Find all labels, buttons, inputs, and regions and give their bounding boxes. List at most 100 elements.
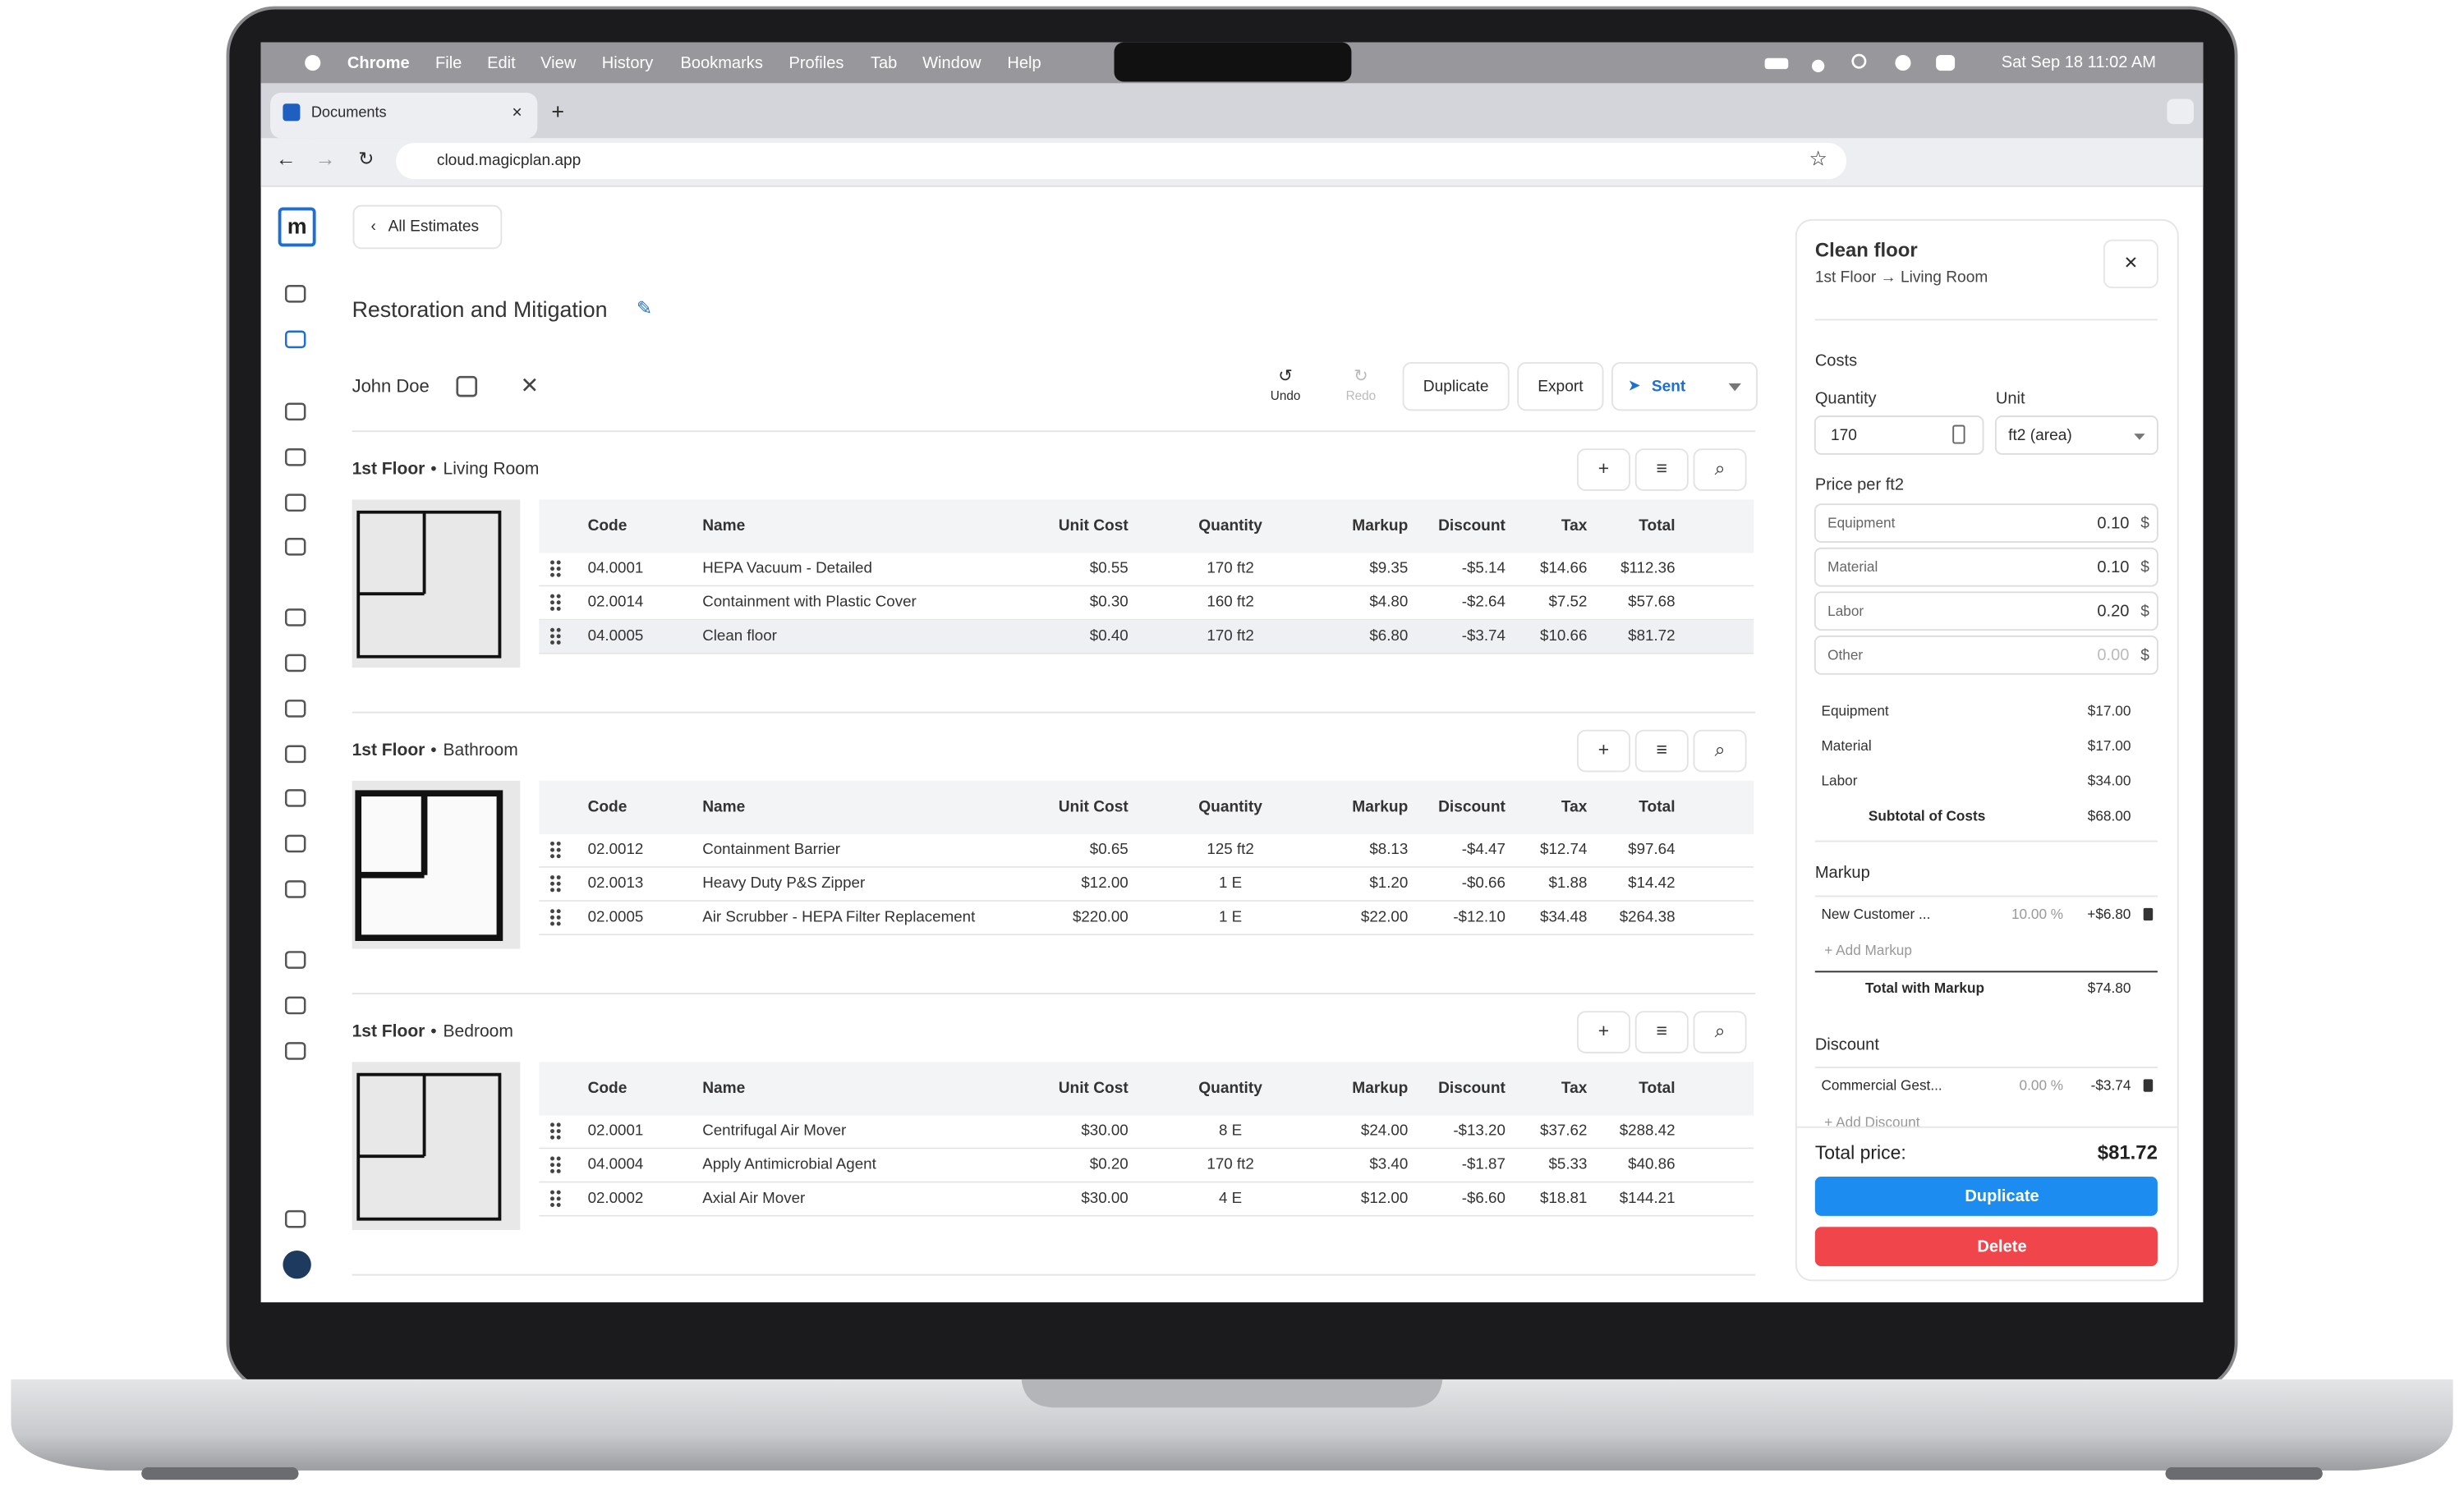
duplicate-button[interactable] bbox=[1814, 1177, 2158, 1216]
unit-select[interactable] bbox=[1994, 415, 2158, 455]
tab[interactable] bbox=[270, 92, 538, 139]
tab-menu[interactable] bbox=[2167, 99, 2194, 125]
trash-icon[interactable] bbox=[2143, 907, 2154, 921]
menu-item[interactable]: File bbox=[435, 54, 462, 72]
nav-icon[interactable] bbox=[284, 700, 306, 718]
nav-icon[interactable] bbox=[284, 996, 306, 1015]
section-action[interactable] bbox=[1634, 729, 1689, 773]
nav-icon[interactable] bbox=[284, 880, 306, 898]
price-label: Material bbox=[1827, 558, 1878, 575]
add-discount[interactable]: + Add Discount bbox=[1824, 1114, 1919, 1131]
menu-item[interactable]: Tab bbox=[871, 54, 897, 72]
nav-icon[interactable] bbox=[284, 284, 306, 303]
drag-handle bbox=[556, 1196, 561, 1201]
drag-handle bbox=[556, 572, 561, 577]
room-section: 1st Floor • Bathroom + ≡ ⌕ Code Name Unit Cost Qu… bbox=[352, 729, 1756, 995]
nav-icon[interactable] bbox=[284, 608, 306, 626]
nav-icon[interactable] bbox=[284, 745, 306, 764]
section-action[interactable] bbox=[1576, 448, 1631, 491]
section-action[interactable] bbox=[1693, 448, 1747, 491]
menu-item[interactable]: Edit bbox=[487, 54, 516, 72]
nav-icon[interactable] bbox=[284, 402, 306, 421]
price-input[interactable] bbox=[1814, 503, 2158, 544]
drag-handle bbox=[556, 909, 561, 914]
drag-handle bbox=[550, 594, 555, 599]
menu-item[interactable]: Window bbox=[922, 54, 981, 72]
tab-close[interactable]: × bbox=[512, 103, 522, 122]
duplicate-button[interactable] bbox=[1402, 362, 1510, 411]
price-input[interactable] bbox=[1814, 635, 2158, 675]
menu-item[interactable]: View bbox=[540, 54, 577, 72]
close-button[interactable] bbox=[2103, 239, 2158, 289]
sent-button[interactable] bbox=[1611, 362, 1758, 411]
edit-client[interactable] bbox=[456, 375, 478, 397]
cell: $18.81 bbox=[1540, 1189, 1587, 1206]
nav-icon[interactable] bbox=[284, 538, 306, 556]
section-action[interactable] bbox=[1693, 729, 1747, 773]
cell: 160 ft2 bbox=[1207, 593, 1253, 610]
cell: $22.00 bbox=[1361, 907, 1408, 925]
column-header: Total bbox=[1639, 798, 1675, 815]
trash-icon[interactable] bbox=[2143, 1079, 2154, 1092]
back-button[interactable]: ← bbox=[276, 148, 297, 171]
cell: -$3.74 bbox=[1462, 626, 1506, 644]
sent-dropdown[interactable] bbox=[1728, 383, 1741, 392]
nav-icon[interactable] bbox=[284, 654, 306, 672]
remove-client[interactable]: ✕ bbox=[521, 374, 539, 398]
menu-item[interactable]: Bookmarks bbox=[680, 54, 762, 72]
nav-icon[interactable] bbox=[284, 834, 306, 853]
section-action-icon: ≡ bbox=[1657, 739, 1667, 760]
summary-value: $17.00 bbox=[2088, 702, 2131, 718]
nav-icon[interactable] bbox=[284, 1042, 306, 1060]
menu-item[interactable]: Profiles bbox=[788, 54, 844, 72]
new-tab[interactable]: + bbox=[551, 99, 564, 124]
tab-strip bbox=[260, 83, 2204, 139]
quantity-input[interactable] bbox=[1814, 415, 1984, 455]
nav-icon[interactable] bbox=[284, 789, 306, 807]
room-separator: • bbox=[430, 460, 436, 479]
section-action[interactable] bbox=[1693, 1011, 1747, 1053]
drag-handle bbox=[556, 1156, 561, 1161]
section-action[interactable] bbox=[1634, 1011, 1689, 1053]
cell: -$5.14 bbox=[1462, 559, 1506, 576]
edit-title[interactable]: ✎ bbox=[637, 297, 652, 319]
cell: -$13.20 bbox=[1453, 1122, 1506, 1139]
forward-button[interactable]: → bbox=[315, 148, 336, 171]
cell: $30.00 bbox=[1081, 1122, 1128, 1139]
currency: $ bbox=[2140, 603, 2149, 620]
drag-handle bbox=[556, 1135, 561, 1140]
nav-icon[interactable] bbox=[284, 493, 306, 512]
panel-path: 1st Floor → Living Room bbox=[1815, 269, 1988, 287]
drag-handle bbox=[556, 881, 561, 886]
menu-item[interactable]: History bbox=[602, 54, 653, 72]
nav-icon[interactable] bbox=[284, 951, 306, 969]
reload-button[interactable]: ↻ bbox=[358, 148, 374, 169]
cell: $7.52 bbox=[1548, 593, 1587, 610]
price-input[interactable] bbox=[1814, 547, 2158, 587]
section-action[interactable] bbox=[1576, 729, 1631, 773]
row-line bbox=[539, 1181, 1754, 1183]
drag-handle bbox=[556, 560, 561, 565]
logo[interactable] bbox=[278, 207, 316, 247]
nav-icon[interactable] bbox=[284, 330, 306, 349]
export-button[interactable] bbox=[1517, 362, 1604, 411]
drag-handle bbox=[550, 909, 555, 914]
undo-icon[interactable]: ↺ bbox=[1278, 367, 1293, 386]
nav-icon[interactable] bbox=[284, 1209, 306, 1228]
url-field[interactable] bbox=[396, 143, 1847, 180]
column-header: Tax bbox=[1561, 798, 1588, 815]
avatar[interactable] bbox=[283, 1250, 311, 1279]
row-line bbox=[539, 934, 1754, 935]
price-input[interactable] bbox=[1814, 591, 2158, 631]
cell: Apply Antimicrobial Agent bbox=[702, 1155, 876, 1173]
section-action[interactable] bbox=[1634, 448, 1689, 491]
cell: $0.40 bbox=[1090, 626, 1129, 644]
nav-icon[interactable] bbox=[284, 447, 306, 466]
menu-item[interactable]: Help bbox=[1007, 54, 1041, 72]
add-markup[interactable]: + Add Markup bbox=[1824, 942, 1912, 958]
section-action[interactable] bbox=[1576, 1011, 1631, 1053]
drag-handle bbox=[550, 600, 555, 605]
back-link[interactable] bbox=[352, 204, 503, 250]
bookmark-star[interactable]: ☆ bbox=[1809, 148, 1827, 171]
delete-button[interactable] bbox=[1814, 1227, 2158, 1267]
